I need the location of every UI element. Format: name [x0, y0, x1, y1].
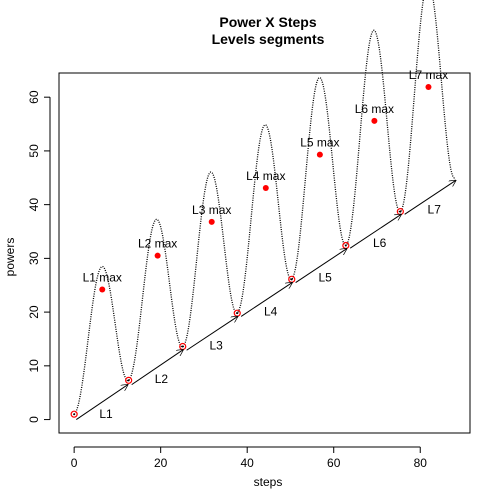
minimum-point-center: [236, 312, 239, 315]
y-tick-label: 0: [27, 416, 41, 423]
maximum-point: [208, 218, 215, 225]
y-tick-label: 50: [27, 144, 41, 158]
level-segment-arrow: [349, 214, 401, 249]
minimum-point-center: [290, 278, 293, 281]
minimum-point-center: [344, 244, 347, 247]
maximum-point: [316, 151, 323, 158]
maximum-point: [425, 83, 432, 90]
plot-frame: [58, 72, 471, 434]
plot-area: 0 20 40 60 80 0 10 20 30 40 50 60 L1 max L2 max L3 max…: [27, 0, 471, 470]
maximum-point: [371, 117, 378, 124]
minimum-point-center: [127, 379, 130, 382]
level-segment-label: L6: [373, 236, 387, 250]
level-segment-arrow: [240, 283, 292, 317]
x-tick-label: 60: [327, 456, 341, 470]
maximum-label: L3 max: [192, 203, 231, 217]
minimum-point-center: [399, 210, 402, 213]
maximum-label: L2 max: [138, 237, 177, 251]
chart-title: Power X Steps: [219, 14, 316, 30]
maximum-label: L7 max: [409, 68, 448, 82]
maximum-point: [154, 252, 161, 259]
maximum-label: L4 max: [246, 169, 285, 183]
x-tick-label: 20: [154, 456, 168, 470]
x-axis-label: steps: [254, 475, 283, 489]
minimum-point: [125, 376, 133, 384]
chart-subtitle: Levels segments: [212, 31, 325, 47]
y-tick-label: 10: [27, 359, 41, 373]
minimum-point-center: [181, 345, 184, 348]
x-tick-label: 40: [241, 456, 255, 470]
minimum-point-center: [73, 413, 76, 416]
maximum-label: L5 max: [300, 136, 339, 150]
minimum-point: [70, 410, 78, 418]
maximum-point: [262, 184, 269, 191]
power-curve-line: [73, 0, 456, 415]
x-tick-label: 0: [71, 456, 78, 470]
maximum-point: [99, 286, 106, 293]
level-segment-arrow: [186, 316, 238, 351]
maximum-label: L1 max: [83, 271, 122, 285]
level-segment-arrow: [404, 180, 456, 215]
level-segment-label: L1: [99, 407, 113, 421]
level-segment-label: L7: [428, 202, 442, 216]
y-tick-label: 40: [27, 198, 41, 212]
y-tick-label: 20: [27, 305, 41, 319]
y-tick-label: 60: [27, 90, 41, 104]
y-axis-label: powers: [3, 238, 17, 277]
level-segment-arrow: [295, 249, 347, 283]
level-segment-arrow: [76, 385, 127, 420]
maximum-label: L6 max: [355, 102, 394, 116]
x-tick-label: 80: [414, 456, 428, 470]
level-segment-label: L2: [155, 372, 169, 386]
level-segment-arrow: [131, 350, 183, 386]
y-tick-label: 30: [27, 251, 41, 265]
level-segment-label: L5: [318, 271, 332, 285]
level-segment-label: L3: [209, 338, 223, 352]
level-segment-label: L4: [264, 304, 278, 318]
